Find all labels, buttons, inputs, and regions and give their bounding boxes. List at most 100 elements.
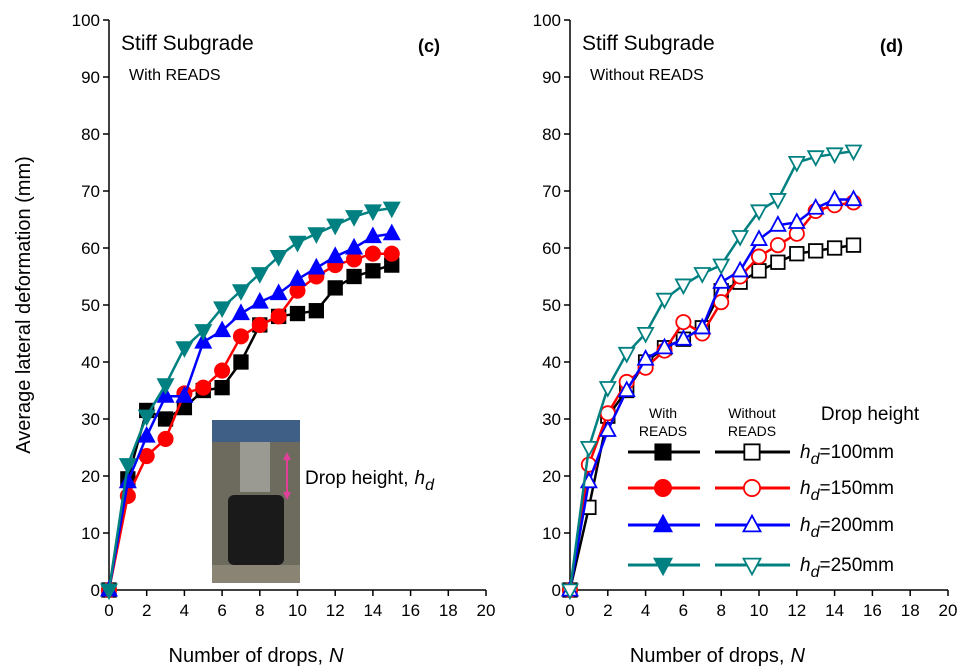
marker [269,250,288,267]
x-axis-label-text: Number of drops, [630,645,785,667]
marker [364,245,381,262]
y-tick-label: 40 [542,353,561,372]
y-tick-label: 70 [81,182,100,201]
y-tick-label: 40 [81,353,100,372]
marker [308,303,325,319]
legend-variable: h [800,442,811,463]
marker [288,269,307,286]
marker [749,229,769,246]
series-line [107,206,392,591]
y-axis-label: Average lateral deformation (mm) [13,156,35,454]
x-tick-label: 0 [104,601,113,620]
marker [579,440,598,458]
marker [137,409,156,427]
legend-label: hd=100mm [800,442,894,468]
y-tick-label: 80 [81,125,100,144]
marker [789,246,805,262]
marker [346,268,362,285]
marker [326,218,345,236]
marker [382,201,401,219]
legend-marker [741,513,763,533]
legend-marker [654,443,672,461]
marker [157,430,174,447]
marker [213,301,232,318]
marker [288,235,307,253]
marker [214,362,231,379]
photo-top [212,420,300,442]
legend-entry: =200mm [819,515,893,536]
photo-sample [228,495,284,565]
y-tick-label: 50 [81,296,100,315]
marker [617,346,636,364]
panel-title: Stiff Subgrade [582,32,715,55]
marker [118,458,137,475]
marker [712,258,731,276]
series [560,144,863,601]
marker [770,254,786,270]
marker [750,248,768,265]
panel-title: Stiff Subgrade [121,32,254,55]
marker [693,267,712,284]
marker [363,204,382,222]
inset-label-text: Drop height, [305,468,409,489]
marker [808,243,824,259]
y-tick-label: 0 [552,581,561,600]
marker [844,144,863,162]
legend-marker [743,443,761,461]
marker [345,210,364,227]
marker [175,386,194,403]
marker [768,215,787,232]
marker [655,292,674,310]
x-tick-label: 18 [439,601,458,620]
marker [307,257,326,275]
marker [250,267,269,284]
legend-subscript: d [811,451,821,468]
marker [382,223,401,241]
inset-label-subscript: d [425,477,435,494]
marker [251,316,268,333]
x-tick-label: 18 [901,601,920,620]
panel: 0 10 20 30 40 50 60 70 80 90 100 0 2 4 6 8 10 12 14 16 18 20 N… [533,11,958,667]
marker [674,278,693,296]
y-tick-label: 80 [542,125,561,144]
marker [674,329,693,346]
y-tick-label: 70 [542,182,561,201]
series [99,201,401,601]
marker [175,341,194,358]
y-tick-label: 20 [81,467,100,486]
x-tick-label: 6 [217,601,226,620]
inset-label: Drop height, hd [305,468,435,494]
marker [137,425,156,443]
series-line [107,232,392,591]
photo-floor [212,565,300,583]
y-tick-label: 20 [542,467,561,486]
y-tick-label: 30 [542,410,561,429]
panel: 0 10 20 30 40 50 60 70 80 90 100 0 2 4 6 8 10 12 14 16 18 20 A… [13,11,495,667]
marker [307,227,326,244]
marker [749,204,769,222]
legend-label: hd=150mm [800,478,894,504]
panel-subtitle: With READS [129,67,221,84]
x-tick-label: 8 [716,601,725,620]
x-tick-label: 14 [363,601,382,620]
series-line [568,243,854,591]
marker [617,380,636,398]
legend-title: Drop height [821,404,920,425]
y-tick-label: 100 [72,11,100,30]
x-axis-label: Number of drops, N [630,645,806,667]
x-tick-label: 20 [939,601,958,620]
legend-subscript: d [811,487,821,504]
legend-entry: =150mm [819,478,893,499]
y-tick-label: 100 [533,11,561,30]
panel-label: (c) [418,36,440,56]
legend-marker [652,557,674,577]
marker [636,349,655,366]
x-tick-label: 2 [142,601,151,620]
marker [598,420,617,437]
legend-variable: h [800,515,811,536]
marker [826,240,843,256]
marker [655,337,674,355]
y-tick-label: 10 [542,524,561,543]
